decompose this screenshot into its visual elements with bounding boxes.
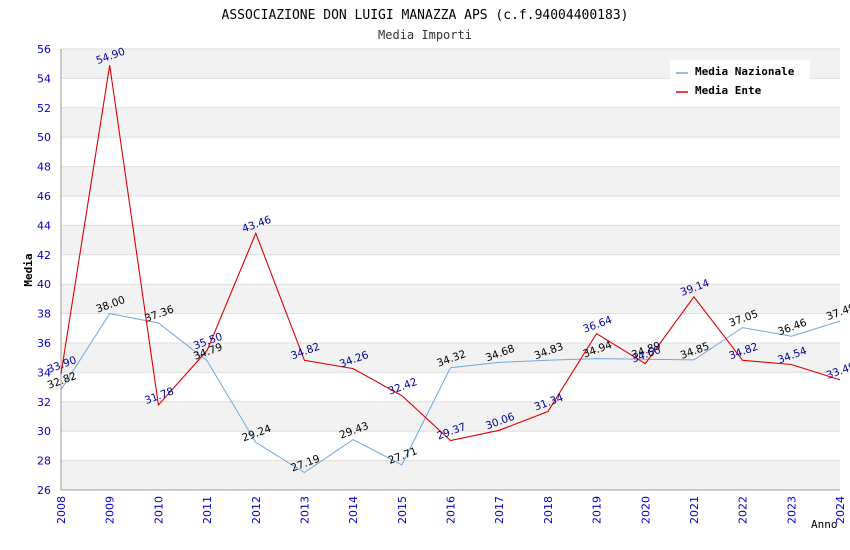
- data-label: 32.42: [387, 376, 419, 398]
- x-tick-label: 2016: [445, 496, 458, 524]
- x-tick-labels: 2008 2009 2010 2011 2012 2013 2014 2015 2016 2017…: [55, 496, 847, 524]
- grid-lines: [61, 48, 840, 491]
- grid-bands: [61, 49, 840, 490]
- chart-subtitle: Media Importi: [378, 28, 472, 42]
- y-tick-label: 48: [37, 161, 51, 174]
- x-tick-label: 2022: [737, 496, 750, 524]
- grid-band: [61, 107, 840, 138]
- x-tick-label: 2015: [396, 496, 409, 524]
- x-tick-label: 2013: [298, 496, 311, 524]
- x-tick-label: 2017: [493, 496, 506, 524]
- y-tick-label: 28: [37, 455, 51, 468]
- grid-band: [61, 166, 840, 196]
- y-tick-label: 44: [37, 219, 51, 232]
- x-tick-label: 2009: [104, 496, 117, 524]
- y-tick-label: 40: [37, 278, 51, 291]
- x-tick-label: 2023: [785, 496, 798, 524]
- x-tick-label: 2010: [152, 496, 165, 524]
- x-tick-label: 2019: [591, 496, 604, 524]
- y-tick-label: 36: [37, 337, 51, 350]
- y-tick-label: 52: [37, 102, 51, 115]
- x-axis-label: Anno: [811, 518, 838, 531]
- x-tick-label: 2014: [347, 496, 360, 524]
- x-tick-label: 2024: [834, 496, 847, 524]
- y-tick-labels: 26 28 30 32 34 36 38 40 42 44 46 48 50 52 54 56: [37, 43, 51, 497]
- x-tick-label: 2012: [250, 496, 263, 524]
- legend-label-media-nazionale: Media Nazionale: [695, 65, 795, 78]
- data-label: 36.46: [776, 317, 809, 339]
- grid-band: [61, 460, 840, 490]
- series-line-media-nazionale: [60, 313, 841, 474]
- x-tick-label: 2020: [639, 496, 652, 524]
- grid-band: [61, 284, 840, 314]
- y-tick-label: 34: [37, 366, 51, 379]
- y-tick-label: 26: [37, 484, 51, 497]
- x-tick-label: 2011: [201, 496, 214, 524]
- y-tick-label: 30: [37, 425, 51, 438]
- legend-label-media-ente: Media Ente: [695, 84, 762, 97]
- data-label: 36.64: [581, 314, 614, 336]
- grid-band: [61, 401, 840, 432]
- legend: Media Nazionale Media Ente: [670, 60, 810, 102]
- y-axis-label: Media: [22, 253, 35, 286]
- y-tick-label: 56: [37, 43, 51, 56]
- x-tick-label: 2018: [542, 496, 555, 524]
- y-tick-label: 50: [37, 131, 51, 144]
- series-lines: [60, 65, 841, 474]
- chart-title: ASSOCIAZIONE DON LUIGI MANAZZA APS (c.f.…: [222, 8, 629, 23]
- legend-box: [670, 60, 810, 102]
- y-tick-label: 54: [37, 72, 51, 85]
- grid-band: [61, 225, 840, 255]
- y-tick-label: 42: [37, 249, 51, 262]
- x-tick-label: 2021: [688, 496, 701, 524]
- y-tick-label: 46: [37, 190, 51, 203]
- series-line-media-ente: [60, 65, 841, 442]
- y-tick-label: 32: [37, 396, 51, 409]
- y-tick-label: 38: [37, 308, 51, 321]
- axes: [60, 49, 840, 491]
- x-tick-label: 2008: [55, 496, 68, 524]
